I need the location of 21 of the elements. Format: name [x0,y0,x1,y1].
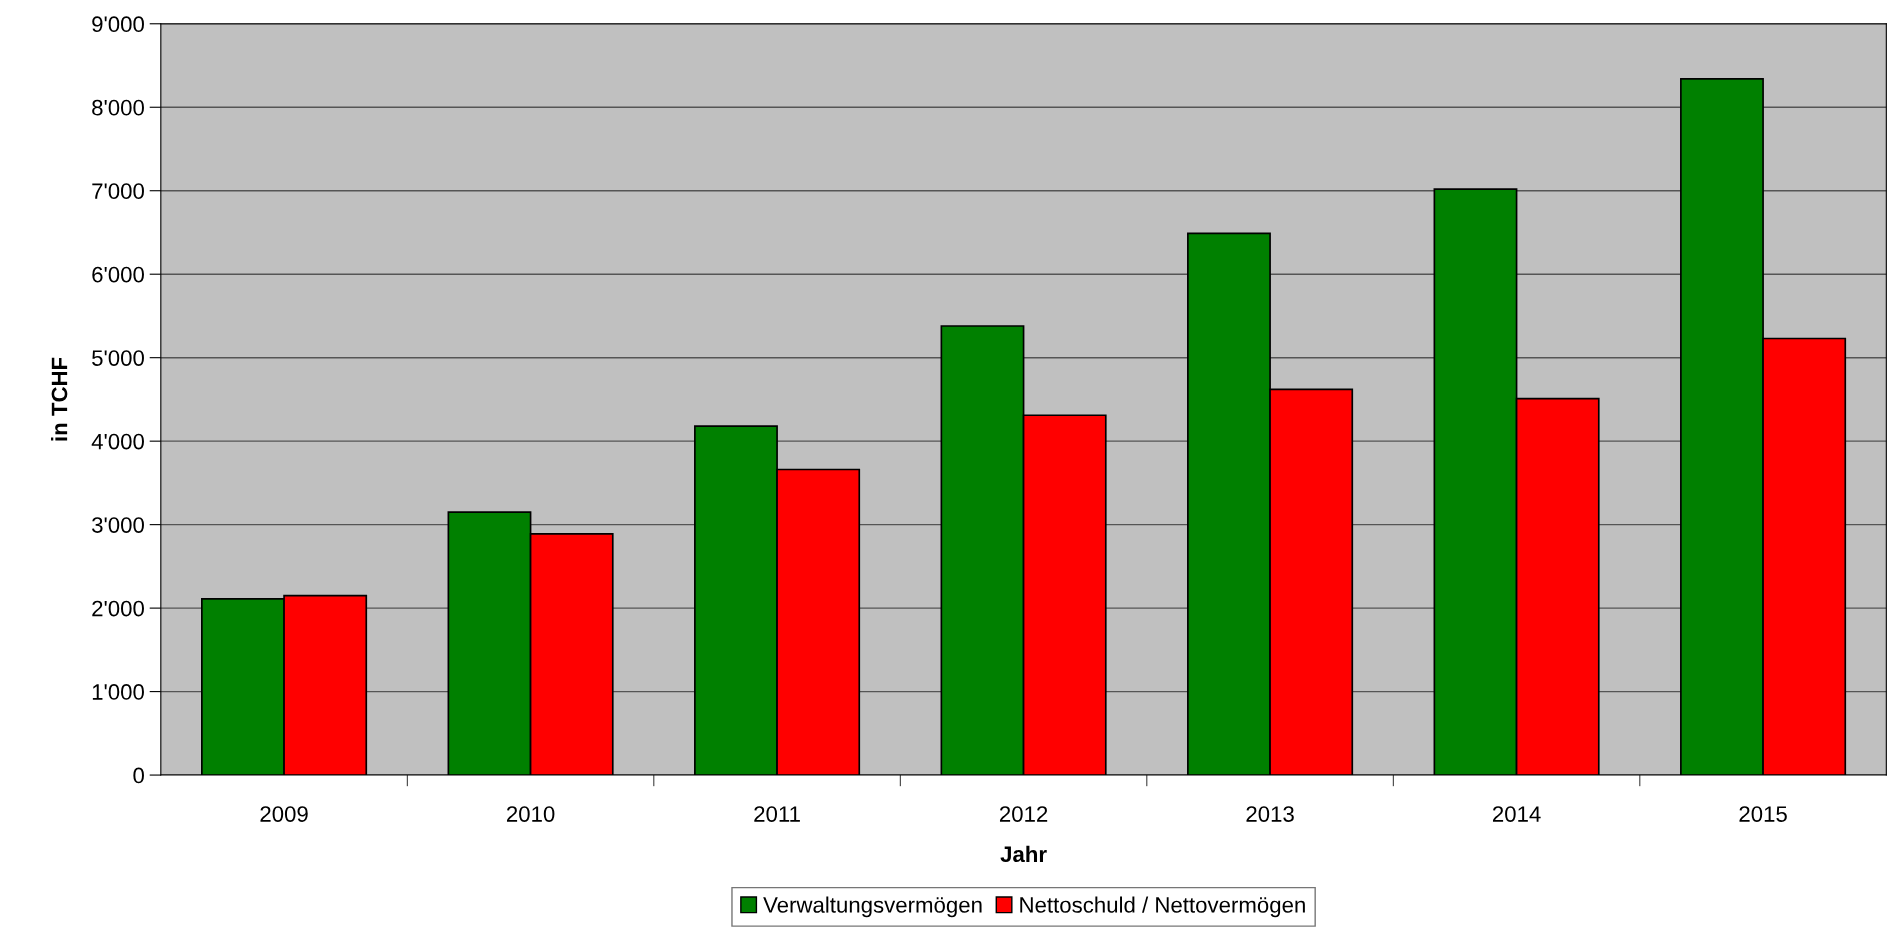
y-tick-label: 5'000 [92,350,144,366]
y-tick-label: 7'000 [92,183,144,199]
x-tick-label: 2010 [506,806,555,822]
y-tick-label: 0 [133,767,144,784]
x-tick-label: 2015 [1739,806,1787,822]
x-tick-label: 2013 [1246,806,1294,822]
x-tick-label: 2012 [999,806,1048,822]
legend-label: Nettoschuld / Nettovermögen [1020,896,1305,918]
y-tick-label: 8'000 [92,99,144,116]
y-tick-label: 3'000 [92,517,144,533]
y-tick-label: 2'000 [92,600,144,617]
y-tick-label: 1'000 [92,684,144,700]
x-axis-title: Jahr [1000,845,1047,863]
y-tick-label: 6'000 [92,266,144,283]
x-tick-label: 2009 [260,806,308,822]
y-tick-label: 4'000 [91,433,144,450]
y-tick-label: 9'000 [92,16,144,33]
legend-label: Verwaltungsvermögen [763,896,982,918]
x-tick-label: 2014 [1492,806,1541,822]
x-tick-label: 2011 [754,806,800,822]
y-axis-title: in TCHF [51,357,68,441]
